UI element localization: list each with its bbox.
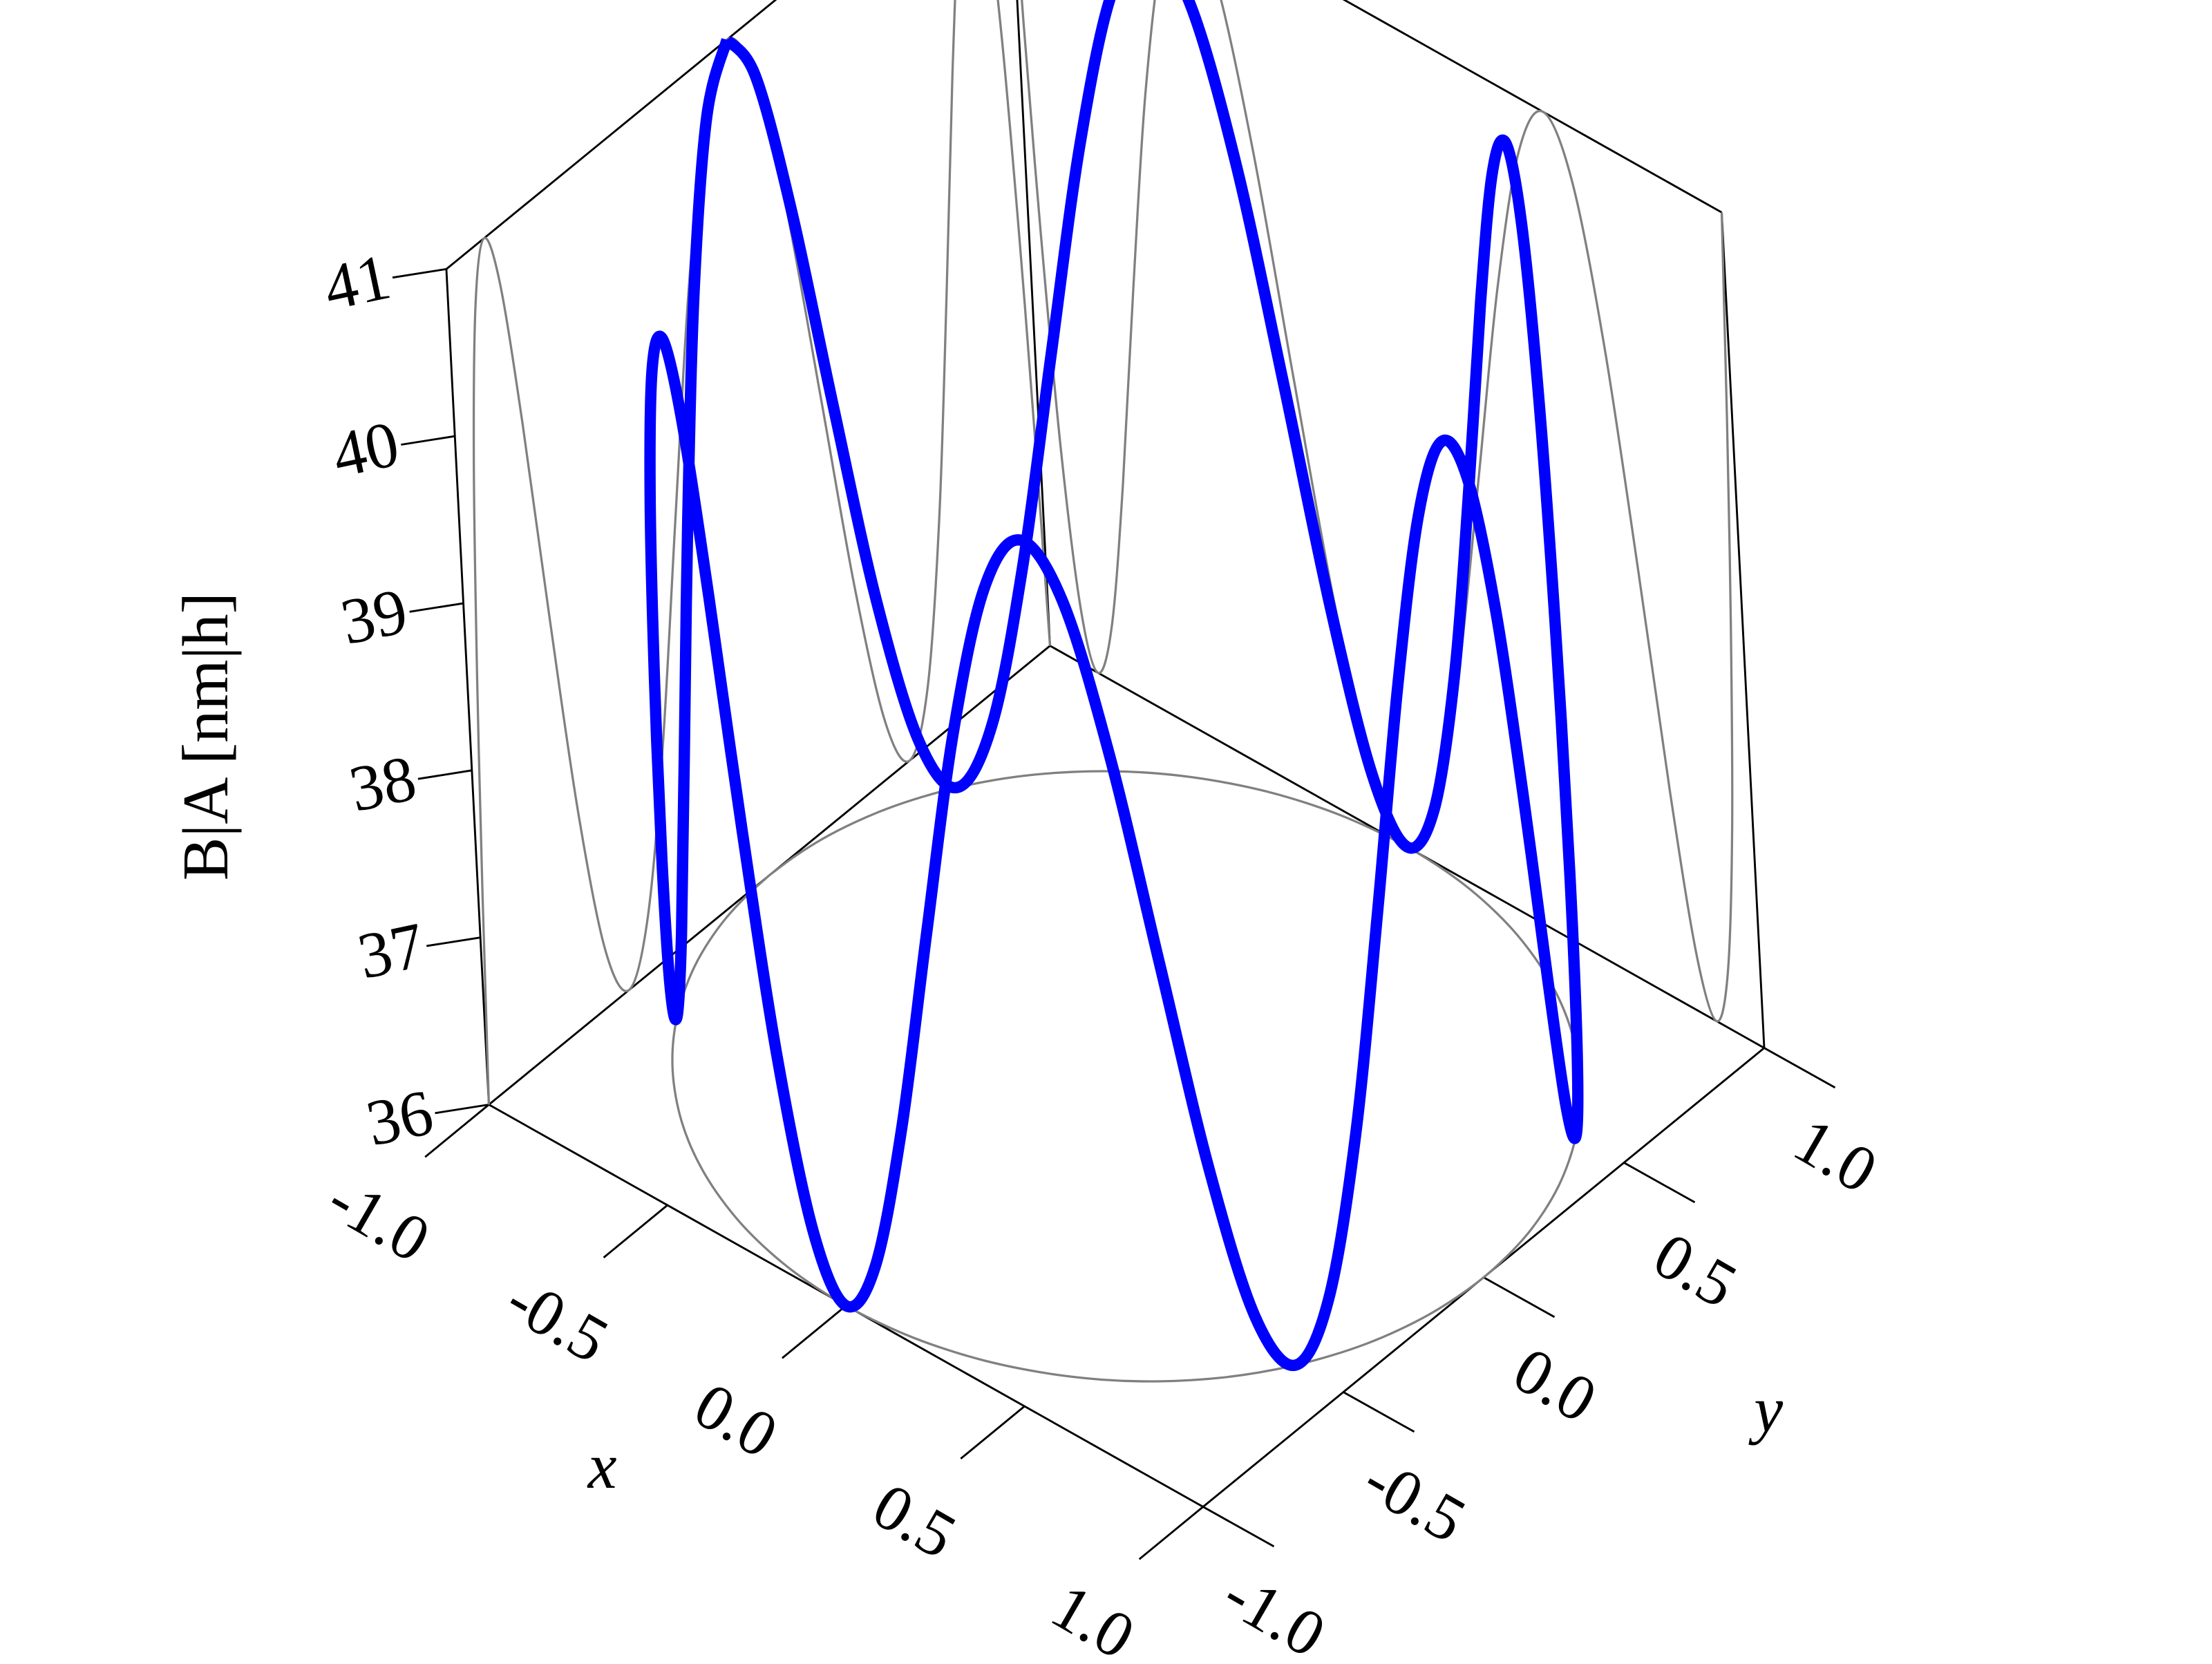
projection-floor — [671, 770, 1582, 1383]
z-tick-label: 41 — [318, 240, 397, 324]
z-tick-label: 37 — [352, 909, 431, 993]
x-tick — [782, 1305, 847, 1359]
x-tick-label: 1.0 — [1040, 1570, 1146, 1664]
y-tick — [1202, 1506, 1275, 1548]
z-axis-title: B|A [nm|h] — [170, 592, 242, 880]
z-tick — [426, 936, 481, 947]
line-3d — [644, 0, 1584, 1372]
x-tick-label: 0.5 — [861, 1470, 967, 1573]
y-tick-label: 0.5 — [1642, 1219, 1748, 1322]
y-tick-label: 1.0 — [1782, 1104, 1889, 1207]
z-tick-label: 40 — [326, 408, 405, 491]
x-tick-label: -1.0 — [316, 1162, 441, 1276]
projection-y-wall — [1020, 0, 1734, 1023]
z-tick-label: 36 — [360, 1076, 439, 1160]
y-tick — [1483, 1276, 1556, 1318]
z-tick — [435, 1104, 489, 1115]
z-axis-line — [445, 269, 490, 1105]
x-tick — [960, 1405, 1025, 1459]
y-axis-title: y — [1748, 1374, 1783, 1446]
y-tick-label: -1.0 — [1211, 1558, 1336, 1664]
y-tick-label: -0.5 — [1352, 1443, 1477, 1557]
y-tick — [1343, 1391, 1415, 1433]
x-tick — [1138, 1506, 1204, 1560]
x-tick — [603, 1204, 668, 1258]
x-axis-title: x — [587, 1430, 617, 1502]
x-tick — [424, 1104, 490, 1158]
box-edge — [1342, 0, 1723, 214]
z-tick — [409, 602, 464, 613]
z-tick-label: 39 — [335, 575, 414, 659]
z-tick-label: 38 — [343, 742, 422, 826]
box-edge — [1016, 0, 1051, 646]
z-tick — [392, 267, 447, 279]
y-tick — [1623, 1162, 1696, 1204]
box-edge — [1721, 212, 1766, 1048]
x-tick-label: -0.5 — [495, 1263, 620, 1377]
y-tick — [1764, 1047, 1836, 1089]
x-tick-label: 0.0 — [683, 1369, 789, 1472]
y-tick-label: 0.0 — [1502, 1334, 1608, 1437]
z-tick — [417, 769, 473, 780]
z-tick — [401, 435, 455, 446]
